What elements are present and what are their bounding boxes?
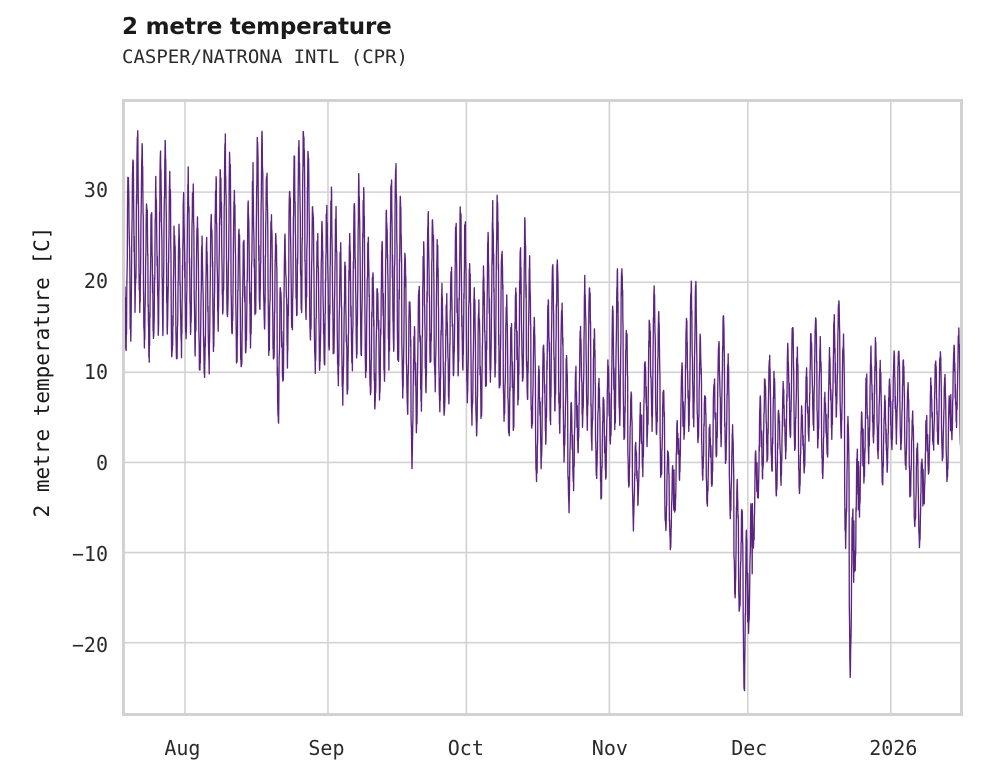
x-tick-label: Oct bbox=[447, 736, 484, 760]
y-tick-label: −10 bbox=[71, 542, 108, 566]
x-tick-label: Sep bbox=[308, 736, 345, 760]
y-tick-label: 10 bbox=[83, 360, 108, 384]
x-tick-label: Aug bbox=[164, 736, 201, 760]
page-title: 2 metre temperature bbox=[122, 14, 392, 40]
plot-inner bbox=[125, 102, 960, 713]
y-tick-label: 30 bbox=[83, 178, 108, 202]
x-tick-label: Dec bbox=[731, 736, 768, 760]
x-tick-label: Nov bbox=[591, 736, 628, 760]
y-axis-tick-layer: 30 20 10 0 −10 −20 bbox=[0, 0, 108, 782]
y-tick-label: 20 bbox=[83, 269, 108, 293]
title-block: 2 metre temperature CASPER/NATRONA INTL … bbox=[122, 14, 408, 70]
y-tick-label: 0 bbox=[95, 451, 108, 475]
y-tick-label: −20 bbox=[71, 633, 108, 658]
plot-area[interactable] bbox=[122, 99, 963, 716]
temperature-line bbox=[125, 130, 960, 692]
x-tick-label: 2026 bbox=[869, 736, 918, 760]
temperature-series bbox=[125, 130, 960, 692]
station-subtitle: CASPER/NATRONA INTL (CPR) bbox=[122, 46, 408, 69]
